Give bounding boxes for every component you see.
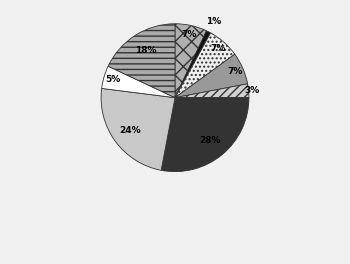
Wedge shape	[102, 66, 175, 98]
Wedge shape	[175, 84, 249, 98]
Wedge shape	[108, 24, 175, 98]
Text: 3%: 3%	[245, 86, 260, 95]
Text: 24%: 24%	[119, 126, 141, 135]
Wedge shape	[175, 24, 206, 98]
Wedge shape	[175, 33, 235, 98]
Text: 7%: 7%	[182, 30, 197, 39]
Wedge shape	[175, 31, 211, 98]
Text: 5%: 5%	[105, 75, 120, 84]
Wedge shape	[101, 88, 175, 170]
Text: 28%: 28%	[199, 136, 221, 145]
Text: 7%: 7%	[227, 67, 243, 76]
Text: 7%: 7%	[210, 44, 226, 53]
Text: 18%: 18%	[134, 46, 156, 55]
Wedge shape	[161, 98, 249, 172]
Wedge shape	[175, 54, 247, 98]
Text: 1%: 1%	[206, 17, 221, 26]
